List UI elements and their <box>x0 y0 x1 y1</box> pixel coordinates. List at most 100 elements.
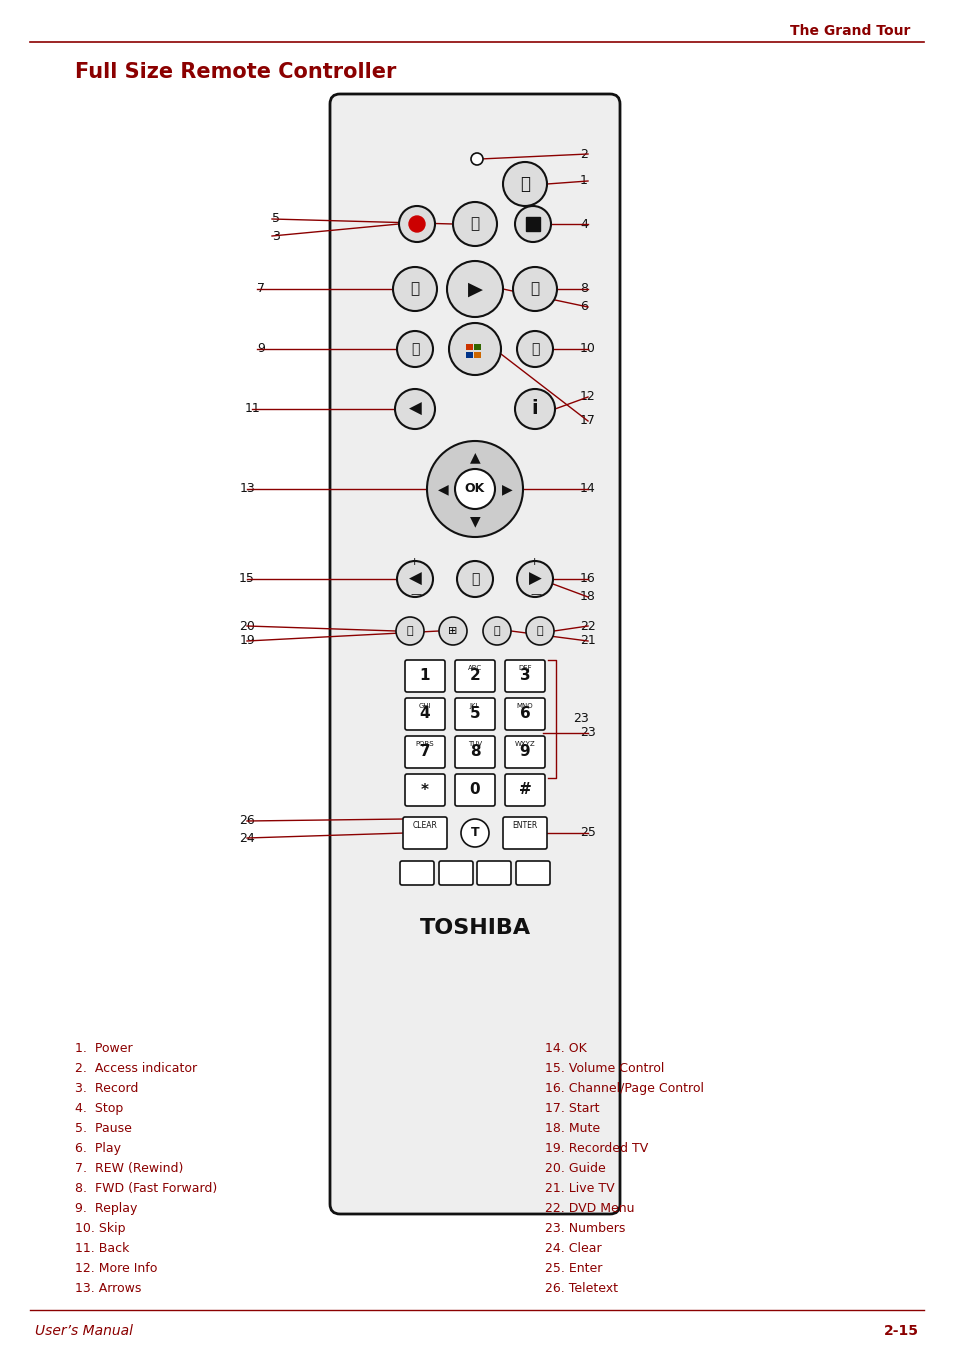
Text: 12. More Info: 12. More Info <box>75 1261 157 1275</box>
Text: 13. Arrows: 13. Arrows <box>75 1282 141 1295</box>
Text: +: + <box>410 557 419 566</box>
Text: 5: 5 <box>469 707 479 722</box>
Text: 13: 13 <box>239 483 254 495</box>
Text: 19: 19 <box>239 634 254 648</box>
Text: 7: 7 <box>256 283 265 296</box>
Text: 17. Start: 17. Start <box>544 1102 598 1115</box>
Text: i: i <box>531 399 537 419</box>
FancyBboxPatch shape <box>405 698 444 730</box>
Text: ▲: ▲ <box>469 450 479 464</box>
Text: 14: 14 <box>579 483 595 495</box>
Text: ◀: ◀ <box>408 571 421 588</box>
Text: ⏪: ⏪ <box>410 281 419 296</box>
Text: 6.  Play: 6. Play <box>75 1142 121 1155</box>
Text: ▶: ▶ <box>528 571 540 588</box>
Text: 24. Clear: 24. Clear <box>544 1242 601 1255</box>
FancyBboxPatch shape <box>405 773 444 806</box>
Text: 19. Recorded TV: 19. Recorded TV <box>544 1142 648 1155</box>
Text: 1: 1 <box>579 174 587 188</box>
Text: 8: 8 <box>579 283 587 296</box>
Text: User’s Manual: User’s Manual <box>35 1324 132 1338</box>
Circle shape <box>396 561 433 598</box>
Circle shape <box>398 206 435 242</box>
FancyBboxPatch shape <box>516 861 550 886</box>
Text: 26. Teletext: 26. Teletext <box>544 1282 618 1295</box>
Circle shape <box>395 617 423 645</box>
Text: 17: 17 <box>579 415 596 427</box>
Text: JKL: JKL <box>469 703 479 708</box>
Text: ⏸: ⏸ <box>470 216 479 231</box>
Text: 10. Skip: 10. Skip <box>75 1222 126 1234</box>
Text: OK: OK <box>464 483 485 495</box>
Text: 🔇: 🔇 <box>471 572 478 585</box>
Text: 21. Live TV: 21. Live TV <box>544 1182 614 1195</box>
FancyBboxPatch shape <box>455 698 495 730</box>
Text: 3: 3 <box>519 668 530 684</box>
Circle shape <box>453 201 497 246</box>
Text: 2-15: 2-15 <box>883 1324 918 1338</box>
Text: 🖥: 🖥 <box>493 626 499 635</box>
Text: 4: 4 <box>579 218 587 230</box>
Text: 26: 26 <box>239 814 254 827</box>
Text: 1.  Power: 1. Power <box>75 1042 132 1055</box>
Text: 9: 9 <box>257 342 265 356</box>
Text: 1: 1 <box>419 668 430 684</box>
Text: #: # <box>518 783 531 798</box>
Text: 8: 8 <box>469 745 479 760</box>
Text: 6: 6 <box>519 707 530 722</box>
Circle shape <box>482 617 511 645</box>
Text: 2: 2 <box>469 668 480 684</box>
Text: ▶: ▶ <box>501 483 512 496</box>
Text: 💿: 💿 <box>537 626 543 635</box>
Text: 20: 20 <box>239 619 254 633</box>
Text: ⏻: ⏻ <box>519 174 530 193</box>
Text: 2.  Access indicator: 2. Access indicator <box>75 1063 197 1075</box>
Circle shape <box>515 389 555 429</box>
Text: 7.  REW (Rewind): 7. REW (Rewind) <box>75 1161 183 1175</box>
Text: 15. Volume Control: 15. Volume Control <box>544 1063 663 1075</box>
Circle shape <box>517 561 553 598</box>
FancyBboxPatch shape <box>504 660 544 692</box>
Text: 4: 4 <box>419 707 430 722</box>
FancyBboxPatch shape <box>405 660 444 692</box>
FancyBboxPatch shape <box>330 95 619 1214</box>
Text: WXYZ: WXYZ <box>514 741 535 748</box>
Text: 25: 25 <box>579 826 596 840</box>
FancyBboxPatch shape <box>405 735 444 768</box>
FancyBboxPatch shape <box>399 861 434 886</box>
Bar <box>465 343 473 350</box>
Text: 22. DVD Menu: 22. DVD Menu <box>544 1202 634 1215</box>
Text: 20. Guide: 20. Guide <box>544 1161 605 1175</box>
Text: ABC: ABC <box>468 665 481 671</box>
Bar <box>474 352 480 358</box>
Text: 24: 24 <box>239 831 254 845</box>
FancyBboxPatch shape <box>455 735 495 768</box>
Text: 5.  Pause: 5. Pause <box>75 1122 132 1134</box>
Circle shape <box>525 617 554 645</box>
Text: 15: 15 <box>239 572 254 585</box>
Text: —: — <box>530 589 540 599</box>
Circle shape <box>471 153 482 165</box>
Circle shape <box>409 216 424 233</box>
Text: 9: 9 <box>519 745 530 760</box>
Text: ◀: ◀ <box>437 483 448 496</box>
Text: 12: 12 <box>579 391 595 403</box>
Circle shape <box>460 819 489 846</box>
Circle shape <box>449 323 500 375</box>
Circle shape <box>456 561 493 598</box>
Circle shape <box>515 206 551 242</box>
Text: 10: 10 <box>579 342 596 356</box>
Text: 23. Numbers: 23. Numbers <box>544 1222 625 1234</box>
Circle shape <box>393 266 436 311</box>
Text: 23: 23 <box>573 713 588 726</box>
FancyBboxPatch shape <box>438 861 473 886</box>
FancyBboxPatch shape <box>504 773 544 806</box>
Text: ▼: ▼ <box>469 514 479 529</box>
Text: 8.  FWD (Fast Forward): 8. FWD (Fast Forward) <box>75 1182 217 1195</box>
FancyBboxPatch shape <box>502 817 546 849</box>
Text: 21: 21 <box>579 634 595 648</box>
Text: 18: 18 <box>579 591 596 603</box>
Text: ▶: ▶ <box>467 280 482 299</box>
FancyBboxPatch shape <box>476 861 511 886</box>
Circle shape <box>427 441 522 537</box>
